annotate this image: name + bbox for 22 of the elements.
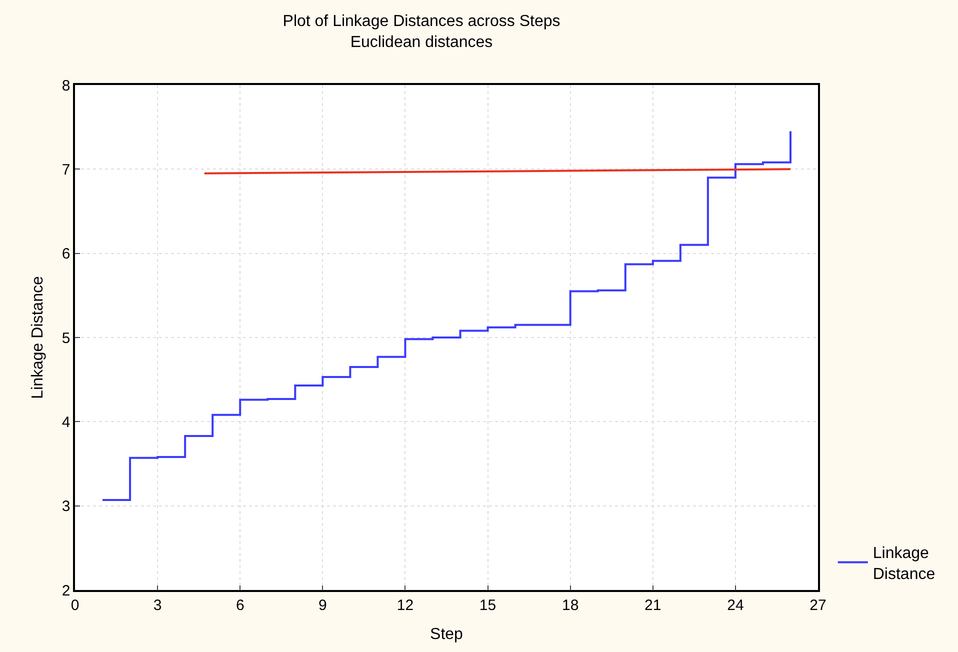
x-tick-label: 27 <box>810 596 826 614</box>
x-tick-label: 15 <box>479 596 496 614</box>
y-tick-label: 2 <box>62 582 70 600</box>
x-tick-label: 3 <box>153 596 162 614</box>
x-tick-label: 12 <box>396 596 414 614</box>
x-tick-label: 6 <box>236 596 244 614</box>
x-tick-label: 21 <box>644 596 662 614</box>
y-tick-label: 7 <box>62 161 70 178</box>
chart-title: Plot of Linkage Distances across Steps <box>282 13 560 30</box>
y-tick-label: 8 <box>62 77 70 94</box>
x-axis-title: Step <box>430 626 464 643</box>
x-tick-label: 18 <box>562 596 579 614</box>
legend-label: Linkage Distance <box>872 545 936 583</box>
y-tick-label: 5 <box>62 330 70 347</box>
y-tick-label: 6 <box>62 246 70 263</box>
y-tick-label: 4 <box>62 414 70 431</box>
y-axis-title: Linkage Distance <box>29 276 46 399</box>
x-tick-label: 24 <box>727 596 744 614</box>
x-tick-label: 0 <box>70 596 80 614</box>
x-tick-label: 9 <box>318 596 327 614</box>
chart-subtitle: Euclidean distances <box>350 34 493 51</box>
y-tick-label: 3 <box>62 498 70 516</box>
